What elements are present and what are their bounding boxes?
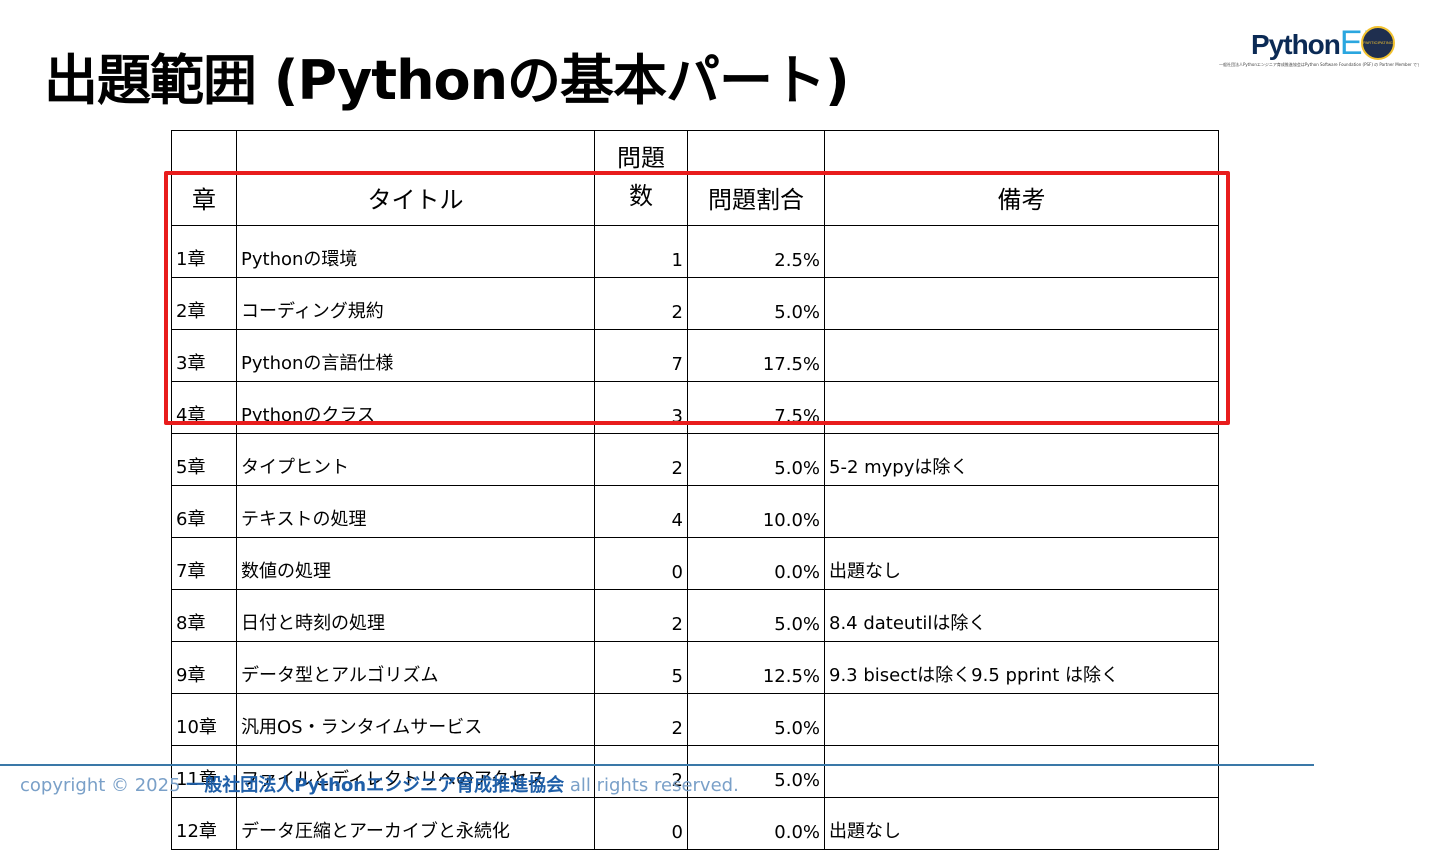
cell-ratio: 5.0%	[687, 589, 825, 642]
cell-title: 汎用OS・ランタイムサービス	[236, 693, 595, 746]
cell-ratio: 5.0%	[687, 693, 825, 746]
table-row: 4章 Pythonのクラス 3 7.5%	[171, 381, 1219, 434]
logo-python-text: Python	[1251, 29, 1341, 60]
table-row: 8章 日付と時刻の処理 2 5.0% 8.4 dateutilは除く	[171, 589, 1219, 642]
cell-count: 2	[594, 745, 688, 798]
pythoned-logo: PythonED PARTICIPATING 一般社団法人Pythonエンジニア…	[1215, 24, 1420, 74]
table-row: 10章 汎用OS・ランタイムサービス 2 5.0%	[171, 693, 1219, 746]
cell-chapter: 12章	[171, 797, 237, 850]
cell-count: 2	[594, 277, 688, 330]
cell-ratio: 0.0%	[687, 537, 825, 590]
header-note: 備考	[824, 130, 1219, 226]
table-row: 1章 Pythonの環境 1 2.5%	[171, 225, 1219, 278]
table-row: 7章 数値の処理 0 0.0% 出題なし	[171, 537, 1219, 590]
header-title: タイトル	[236, 130, 595, 226]
cell-ratio: 12.5%	[687, 641, 825, 694]
header-ratio: 問題割合	[687, 130, 825, 226]
cell-chapter: 11章	[171, 745, 237, 798]
cell-note	[824, 277, 1219, 330]
cell-chapter: 5章	[171, 433, 237, 486]
cell-note	[824, 693, 1219, 746]
cell-chapter: 8章	[171, 589, 237, 642]
cell-ratio: 10.0%	[687, 485, 825, 538]
table-row: 11章 ファイルとディレクトリへのアクセス 2 5.0%	[171, 745, 1219, 798]
cell-ratio: 2.5%	[687, 225, 825, 278]
cell-chapter: 1章	[171, 225, 237, 278]
cell-count: 4	[594, 485, 688, 538]
cell-title: データ型とアルゴリズム	[236, 641, 595, 694]
cell-count: 0	[594, 797, 688, 850]
cell-title: Pythonの言語仕様	[236, 329, 595, 382]
cell-ratio: 5.0%	[687, 277, 825, 330]
table-row: 5章 タイプヒント 2 5.0% 5-2 mypyは除く	[171, 433, 1219, 486]
psf-badge-icon: PARTICIPATING	[1361, 26, 1395, 60]
cell-chapter: 4章	[171, 381, 237, 434]
page-title: 出題範囲 (Pythonの基本パート)	[44, 49, 850, 112]
table-row: 2章 コーディング規約 2 5.0%	[171, 277, 1219, 330]
footer-prefix: copyright © 2025	[20, 775, 187, 796]
cell-title: Pythonのクラス	[236, 381, 595, 434]
cell-count: 0	[594, 537, 688, 590]
cell-ratio: 0.0%	[687, 797, 825, 850]
cell-count: 2	[594, 433, 688, 486]
cell-note: 出題なし	[824, 537, 1219, 590]
cell-title: データ圧縮とアーカイブと永続化	[236, 797, 595, 850]
table-row: 12章 データ圧縮とアーカイブと永続化 0 0.0% 出題なし	[171, 797, 1219, 850]
cell-count: 5	[594, 641, 688, 694]
cell-title: コーディング規約	[236, 277, 595, 330]
cell-count: 2	[594, 589, 688, 642]
cell-ratio: 7.5%	[687, 381, 825, 434]
table-row: 6章 テキストの処理 4 10.0%	[171, 485, 1219, 538]
cell-note: 9.3 bisectは除く9.5 pprint は除く	[824, 641, 1219, 694]
table-row: 3章 Pythonの言語仕様 7 17.5%	[171, 329, 1219, 382]
cell-count: 1	[594, 225, 688, 278]
cell-chapter: 6章	[171, 485, 237, 538]
footer-suffix: all rights reserved.	[564, 775, 739, 796]
cell-note	[824, 485, 1219, 538]
header-count-line1: 問題	[617, 144, 665, 172]
cell-note	[824, 225, 1219, 278]
cell-title: 日付と時刻の処理	[236, 589, 595, 642]
cell-chapter: 2章	[171, 277, 237, 330]
logo-subtitle: 一般社団法人Pythonエンジニア育成推進協会はPython Software …	[1219, 62, 1419, 67]
cell-chapter: 3章	[171, 329, 237, 382]
cell-note	[824, 329, 1219, 382]
table-row: 9章 データ型とアルゴリズム 5 12.5% 9.3 bisectは除く9.5 ppri…	[171, 641, 1219, 694]
cell-note: 8.4 dateutilは除く	[824, 589, 1219, 642]
copyright-footer: copyright © 2025 一般社団法人Pythonエンジニア育成推進協会…	[20, 771, 739, 797]
header-count-line2: 数	[629, 182, 653, 210]
cell-ratio: 5.0%	[687, 745, 825, 798]
header-chapter: 章	[171, 130, 237, 226]
cell-note	[824, 745, 1219, 798]
cell-ratio: 5.0%	[687, 433, 825, 486]
cell-title: テキストの処理	[236, 485, 595, 538]
cell-note: 出題なし	[824, 797, 1219, 850]
cell-count: 3	[594, 381, 688, 434]
cell-note	[824, 381, 1219, 434]
cell-chapter: 7章	[171, 537, 237, 590]
footer-divider	[0, 764, 1314, 766]
cell-title: Pythonの環境	[236, 225, 595, 278]
cell-chapter: 10章	[171, 693, 237, 746]
footer-org: 一般社団法人Pythonエンジニア育成推進協会	[186, 775, 565, 796]
cell-ratio: 17.5%	[687, 329, 825, 382]
cell-count: 2	[594, 693, 688, 746]
table-header-row: 章 タイトル 問題 数 問題割合 備考	[171, 130, 1219, 226]
exam-scope-table: 章 タイトル 問題 数 問題割合 備考 1章 Pythonの環境 1 2.5% 2章 コー…	[171, 130, 1219, 850]
cell-count: 7	[594, 329, 688, 382]
cell-chapter: 9章	[171, 641, 237, 694]
cell-note: 5-2 mypyは除く	[824, 433, 1219, 486]
cell-title: タイプヒント	[236, 433, 595, 486]
cell-title: 数値の処理	[236, 537, 595, 590]
header-count: 問題 数	[594, 130, 688, 226]
